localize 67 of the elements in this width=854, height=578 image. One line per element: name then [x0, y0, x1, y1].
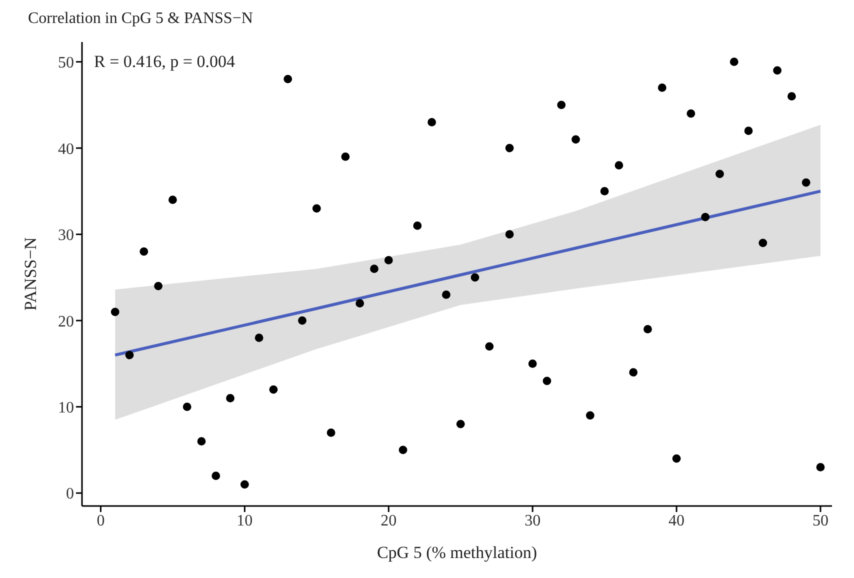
- point: [542, 376, 552, 386]
- annotation: R = 0.416, p = 0.004: [94, 52, 236, 72]
- point: [730, 58, 738, 66]
- point: [197, 437, 206, 446]
- point: [212, 472, 220, 480]
- point: [802, 178, 810, 187]
- point: [758, 238, 768, 248]
- point: [557, 100, 566, 110]
- y-tick-label: 0: [66, 486, 74, 503]
- point: [413, 222, 422, 230]
- point: [341, 152, 350, 161]
- point: [298, 316, 306, 325]
- y-tick-label: 50: [58, 54, 74, 72]
- point: [442, 290, 450, 299]
- point: [816, 462, 825, 472]
- point: [125, 350, 134, 360]
- point: [240, 480, 249, 489]
- x-tick-label: 30: [524, 512, 541, 530]
- point: [658, 84, 666, 92]
- point: [140, 247, 148, 256]
- y-tick-label: 30: [58, 227, 74, 244]
- y-tick-label: 40: [58, 140, 74, 158]
- point: [269, 385, 278, 394]
- point: [773, 66, 782, 75]
- x-axis-title: CpG 5 (% methylation): [376, 543, 538, 562]
- point: [572, 135, 580, 144]
- x-tick-label: 20: [380, 512, 397, 530]
- point: [701, 212, 710, 222]
- point: [356, 299, 364, 308]
- y-axis-title: PANSS−N: [21, 237, 40, 311]
- point: [182, 402, 192, 412]
- point: [398, 446, 408, 454]
- point: [614, 161, 624, 170]
- point: [485, 342, 494, 351]
- x-tick-label: 50: [812, 512, 828, 530]
- point: [505, 230, 514, 239]
- point: [254, 334, 264, 342]
- point: [456, 420, 465, 428]
- point: [586, 411, 594, 420]
- point: [154, 282, 162, 290]
- x-tick-label: 40: [668, 512, 685, 530]
- line-series: [114, 190, 822, 357]
- point: [672, 454, 681, 463]
- point: [326, 428, 336, 437]
- point: [787, 92, 796, 101]
- point: [384, 256, 393, 264]
- point: [284, 74, 292, 84]
- point: [370, 264, 378, 274]
- point: [505, 144, 514, 152]
- point: [110, 308, 120, 316]
- point: [644, 324, 652, 334]
- x-tick-label: 0: [96, 512, 105, 530]
- point: [428, 118, 436, 126]
- chart-title: Correlation in CpG 5 & PANSS−N: [28, 10, 253, 28]
- x-tick-label: 10: [236, 512, 253, 530]
- y-tick-label: 20: [58, 313, 74, 330]
- point: [716, 170, 724, 178]
- point: [226, 394, 234, 402]
- point: [470, 273, 480, 282]
- point: [629, 368, 638, 377]
- point: [600, 187, 609, 196]
- point: [168, 196, 177, 204]
- point: [528, 359, 537, 368]
- point: [312, 204, 321, 213]
- point: [686, 109, 696, 118]
- point: [744, 126, 753, 136]
- y-tick-label: 10: [58, 400, 74, 416]
